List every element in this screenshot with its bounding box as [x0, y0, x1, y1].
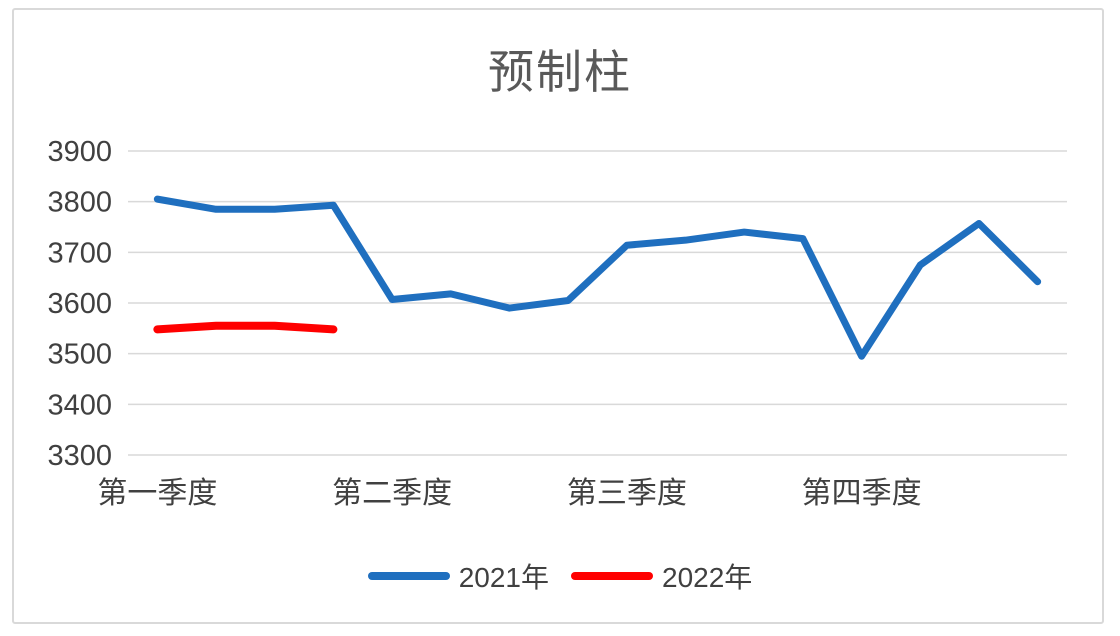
- y-axis-tick-label: 3500: [47, 339, 112, 371]
- series-line-2022年: [153, 321, 338, 334]
- chart-frame: [12, 8, 1104, 624]
- legend-label-2021: 2021年: [458, 562, 549, 593]
- y-axis-tick-label: 3900: [47, 136, 112, 168]
- x-axis-label: 第三季度: [567, 477, 687, 510]
- y-axis-tick-label: 3800: [47, 187, 112, 219]
- legend-swatch-2022-icon: [571, 572, 653, 580]
- legend-item-2021: 2021年: [367, 556, 549, 596]
- y-axis-tick-label: 3600: [47, 288, 112, 320]
- y-axis-tick-label: 3400: [47, 389, 112, 421]
- y-axis: 3900 3800 3700 3600 3500 3400 3300: [47, 136, 112, 472]
- x-axis: 第一季度 第二季度 第三季度 第四季度: [97, 477, 921, 510]
- chart-title: 预制柱: [488, 46, 632, 98]
- series-line-2021年: [153, 195, 1042, 360]
- y-axis-tick-label: 3300: [47, 440, 112, 472]
- legend-swatch-2021-icon: [367, 572, 450, 580]
- legend-item-2022: 2022年: [571, 556, 752, 596]
- gridlines: [128, 150, 1067, 456]
- series-lines: [153, 195, 1042, 360]
- x-axis-label: 第四季度: [802, 477, 922, 510]
- legend: 2021年 2022年: [0, 556, 1120, 596]
- legend-label-2022: 2022年: [662, 562, 753, 593]
- x-axis-label: 第一季度: [97, 477, 217, 510]
- y-axis-tick-label: 3700: [47, 237, 112, 269]
- x-axis-label: 第二季度: [332, 477, 452, 510]
